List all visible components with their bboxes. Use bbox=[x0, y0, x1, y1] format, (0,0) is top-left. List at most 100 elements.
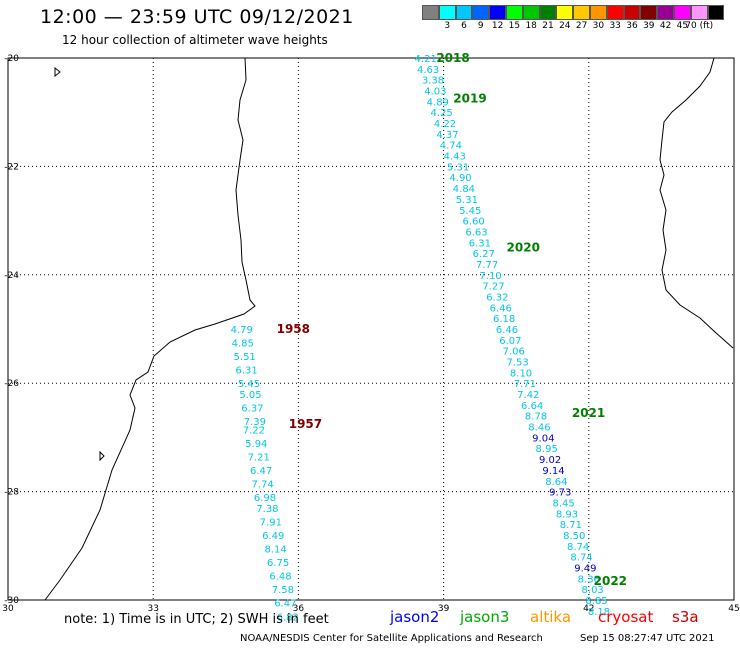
island-outline bbox=[99, 450, 105, 462]
color-scale-label: 9 bbox=[477, 21, 484, 31]
wave-height-value: 6.27 bbox=[473, 249, 495, 260]
footer-timestamp: Sep 15 08:27:47 UTC 2021 bbox=[580, 633, 715, 644]
satellite-name: cryosat bbox=[598, 608, 654, 626]
pass-number-label: 2020 bbox=[507, 241, 540, 255]
latitude-tick-label: -22 bbox=[4, 162, 19, 172]
page-subtitle: 12 hour collection of altimeter wave hei… bbox=[62, 33, 328, 47]
wave-height-value: 4.21 bbox=[415, 54, 437, 65]
color-scale-label: 30 bbox=[592, 21, 605, 31]
wave-height-value: 7.39 bbox=[244, 417, 266, 428]
wave-height-value: 6.32 bbox=[486, 292, 508, 303]
color-scale-label: 12 bbox=[491, 21, 504, 31]
pass-number-label: 2022 bbox=[594, 574, 627, 588]
wave-height-value: 9.14 bbox=[542, 466, 564, 477]
wave-height-value: 5.45 bbox=[238, 379, 260, 390]
wave-height-value: 7.27 bbox=[482, 282, 504, 293]
wave-height-value: 4.89 bbox=[427, 97, 449, 108]
wave-height-value: 8.46 bbox=[528, 423, 550, 434]
wave-height-value: 6.46 bbox=[496, 325, 518, 336]
wave-height-value: 6.75 bbox=[267, 558, 289, 569]
color-scale-bar bbox=[422, 5, 725, 20]
island-outline bbox=[54, 66, 61, 78]
satellite-name: altika bbox=[530, 608, 572, 626]
wave-height-value: 8.36 bbox=[578, 574, 600, 585]
madagascar-coastline bbox=[659, 57, 734, 349]
wave-height-value: 7.21 bbox=[248, 452, 270, 463]
color-scale-label: 45 bbox=[676, 21, 689, 31]
wave-height-value: 4.43 bbox=[444, 152, 466, 163]
wave-height-value: 8.78 bbox=[525, 412, 547, 423]
wave-height-value: 8.03 bbox=[582, 585, 604, 596]
color-scale-label: 21 bbox=[542, 21, 554, 31]
wave-height-value: 6.64 bbox=[521, 401, 543, 412]
wave-height-value: 8.10 bbox=[510, 368, 532, 379]
wave-height-value: 7.77 bbox=[476, 260, 498, 271]
color-scale-label: 33 bbox=[609, 21, 621, 31]
wave-height-value: 7.53 bbox=[507, 358, 529, 369]
color-scale-label: 42 bbox=[659, 21, 672, 31]
wave-height-value: 8.18 bbox=[588, 607, 610, 618]
color-scale-label: 24 bbox=[559, 21, 571, 31]
wave-height-value: 6.60 bbox=[462, 217, 484, 228]
wave-height-value: 5.45 bbox=[459, 206, 481, 217]
wave-height-value: 6.31 bbox=[235, 366, 257, 377]
wave-height-value: 6.47 bbox=[274, 599, 296, 610]
color-scale-cell bbox=[522, 5, 540, 20]
page-title: 12:00 — 23:59 UTC 09/12/2021 bbox=[40, 6, 354, 28]
wave-height-value: 7.71 bbox=[514, 379, 536, 390]
wave-height-value: 7.10 bbox=[479, 271, 501, 282]
wave-height-value: 4.22 bbox=[434, 119, 456, 130]
wave-height-value: 4.25 bbox=[431, 108, 453, 119]
wave-height-value: 3.38 bbox=[422, 76, 444, 87]
color-scale-cell bbox=[505, 5, 523, 20]
wave-height-value: 8.64 bbox=[545, 477, 567, 488]
color-scale-label: 3 bbox=[444, 21, 451, 31]
wave-height-value: 7.06 bbox=[503, 347, 525, 358]
color-scale-cell bbox=[489, 5, 506, 20]
wave-height-value: 4.84 bbox=[453, 184, 475, 195]
wave-height-value: 4.79 bbox=[231, 325, 253, 336]
pass-number-label: 1958 bbox=[277, 322, 310, 336]
wave-height-value: 4.63 bbox=[417, 65, 439, 76]
wave-height-value: 6.98 bbox=[254, 493, 276, 504]
wave-height-value: 6.46 bbox=[490, 303, 512, 314]
wave-height-value: 4.03 bbox=[424, 87, 446, 98]
wave-height-value: 7.58 bbox=[272, 585, 294, 596]
wave-height-value: 5.94 bbox=[245, 439, 267, 450]
wave-height-value: 7.74 bbox=[251, 479, 273, 490]
wave-height-value: 7.91 bbox=[260, 517, 282, 528]
wave-height-value: 6.18 bbox=[493, 314, 515, 325]
color-scale-cell bbox=[623, 5, 641, 20]
latitude-tick-label: -20 bbox=[4, 54, 19, 64]
wave-height-value: 6.49 bbox=[262, 531, 284, 542]
color-scale-label: 18 bbox=[525, 21, 537, 31]
latitude-tick-label: -26 bbox=[4, 379, 19, 389]
wave-height-value: 6.48 bbox=[269, 572, 291, 583]
color-scale-cell bbox=[673, 5, 691, 20]
latitude-tick-label: -28 bbox=[4, 488, 19, 498]
wave-height-value: 6.47 bbox=[250, 466, 272, 477]
longitude-tick-label: 33 bbox=[147, 604, 158, 614]
color-scale-cell bbox=[556, 5, 574, 20]
longitude-tick-label: 45 bbox=[728, 604, 739, 614]
wave-height-value: 4.85 bbox=[232, 339, 254, 350]
wave-height-value: 9.04 bbox=[532, 433, 554, 444]
color-scale-cell bbox=[690, 5, 708, 20]
wave-height-value: 7.38 bbox=[256, 504, 278, 515]
longitude-tick-label: 39 bbox=[438, 604, 450, 614]
wave-height-value: 5.31 bbox=[447, 162, 469, 173]
color-scale-cell bbox=[422, 5, 439, 20]
wave-height-value: 5.31 bbox=[456, 195, 478, 206]
wave-height-value: 6.31 bbox=[469, 238, 491, 249]
color-scale-cell bbox=[438, 5, 456, 20]
pass-number-label: 1957 bbox=[289, 417, 322, 431]
pass-number-label: 2021 bbox=[572, 406, 605, 420]
wave-height-value: 4.90 bbox=[449, 173, 471, 184]
map-frame bbox=[7, 57, 735, 601]
longitude-tick-label: 36 bbox=[293, 604, 305, 614]
footer-note: note: 1) Time is in UTC; 2) SWH is in fe… bbox=[64, 612, 329, 627]
latitude-tick-label: -24 bbox=[4, 271, 19, 281]
latitude-tick-label: -30 bbox=[4, 596, 19, 606]
color-scale-label: 27 bbox=[575, 21, 588, 31]
